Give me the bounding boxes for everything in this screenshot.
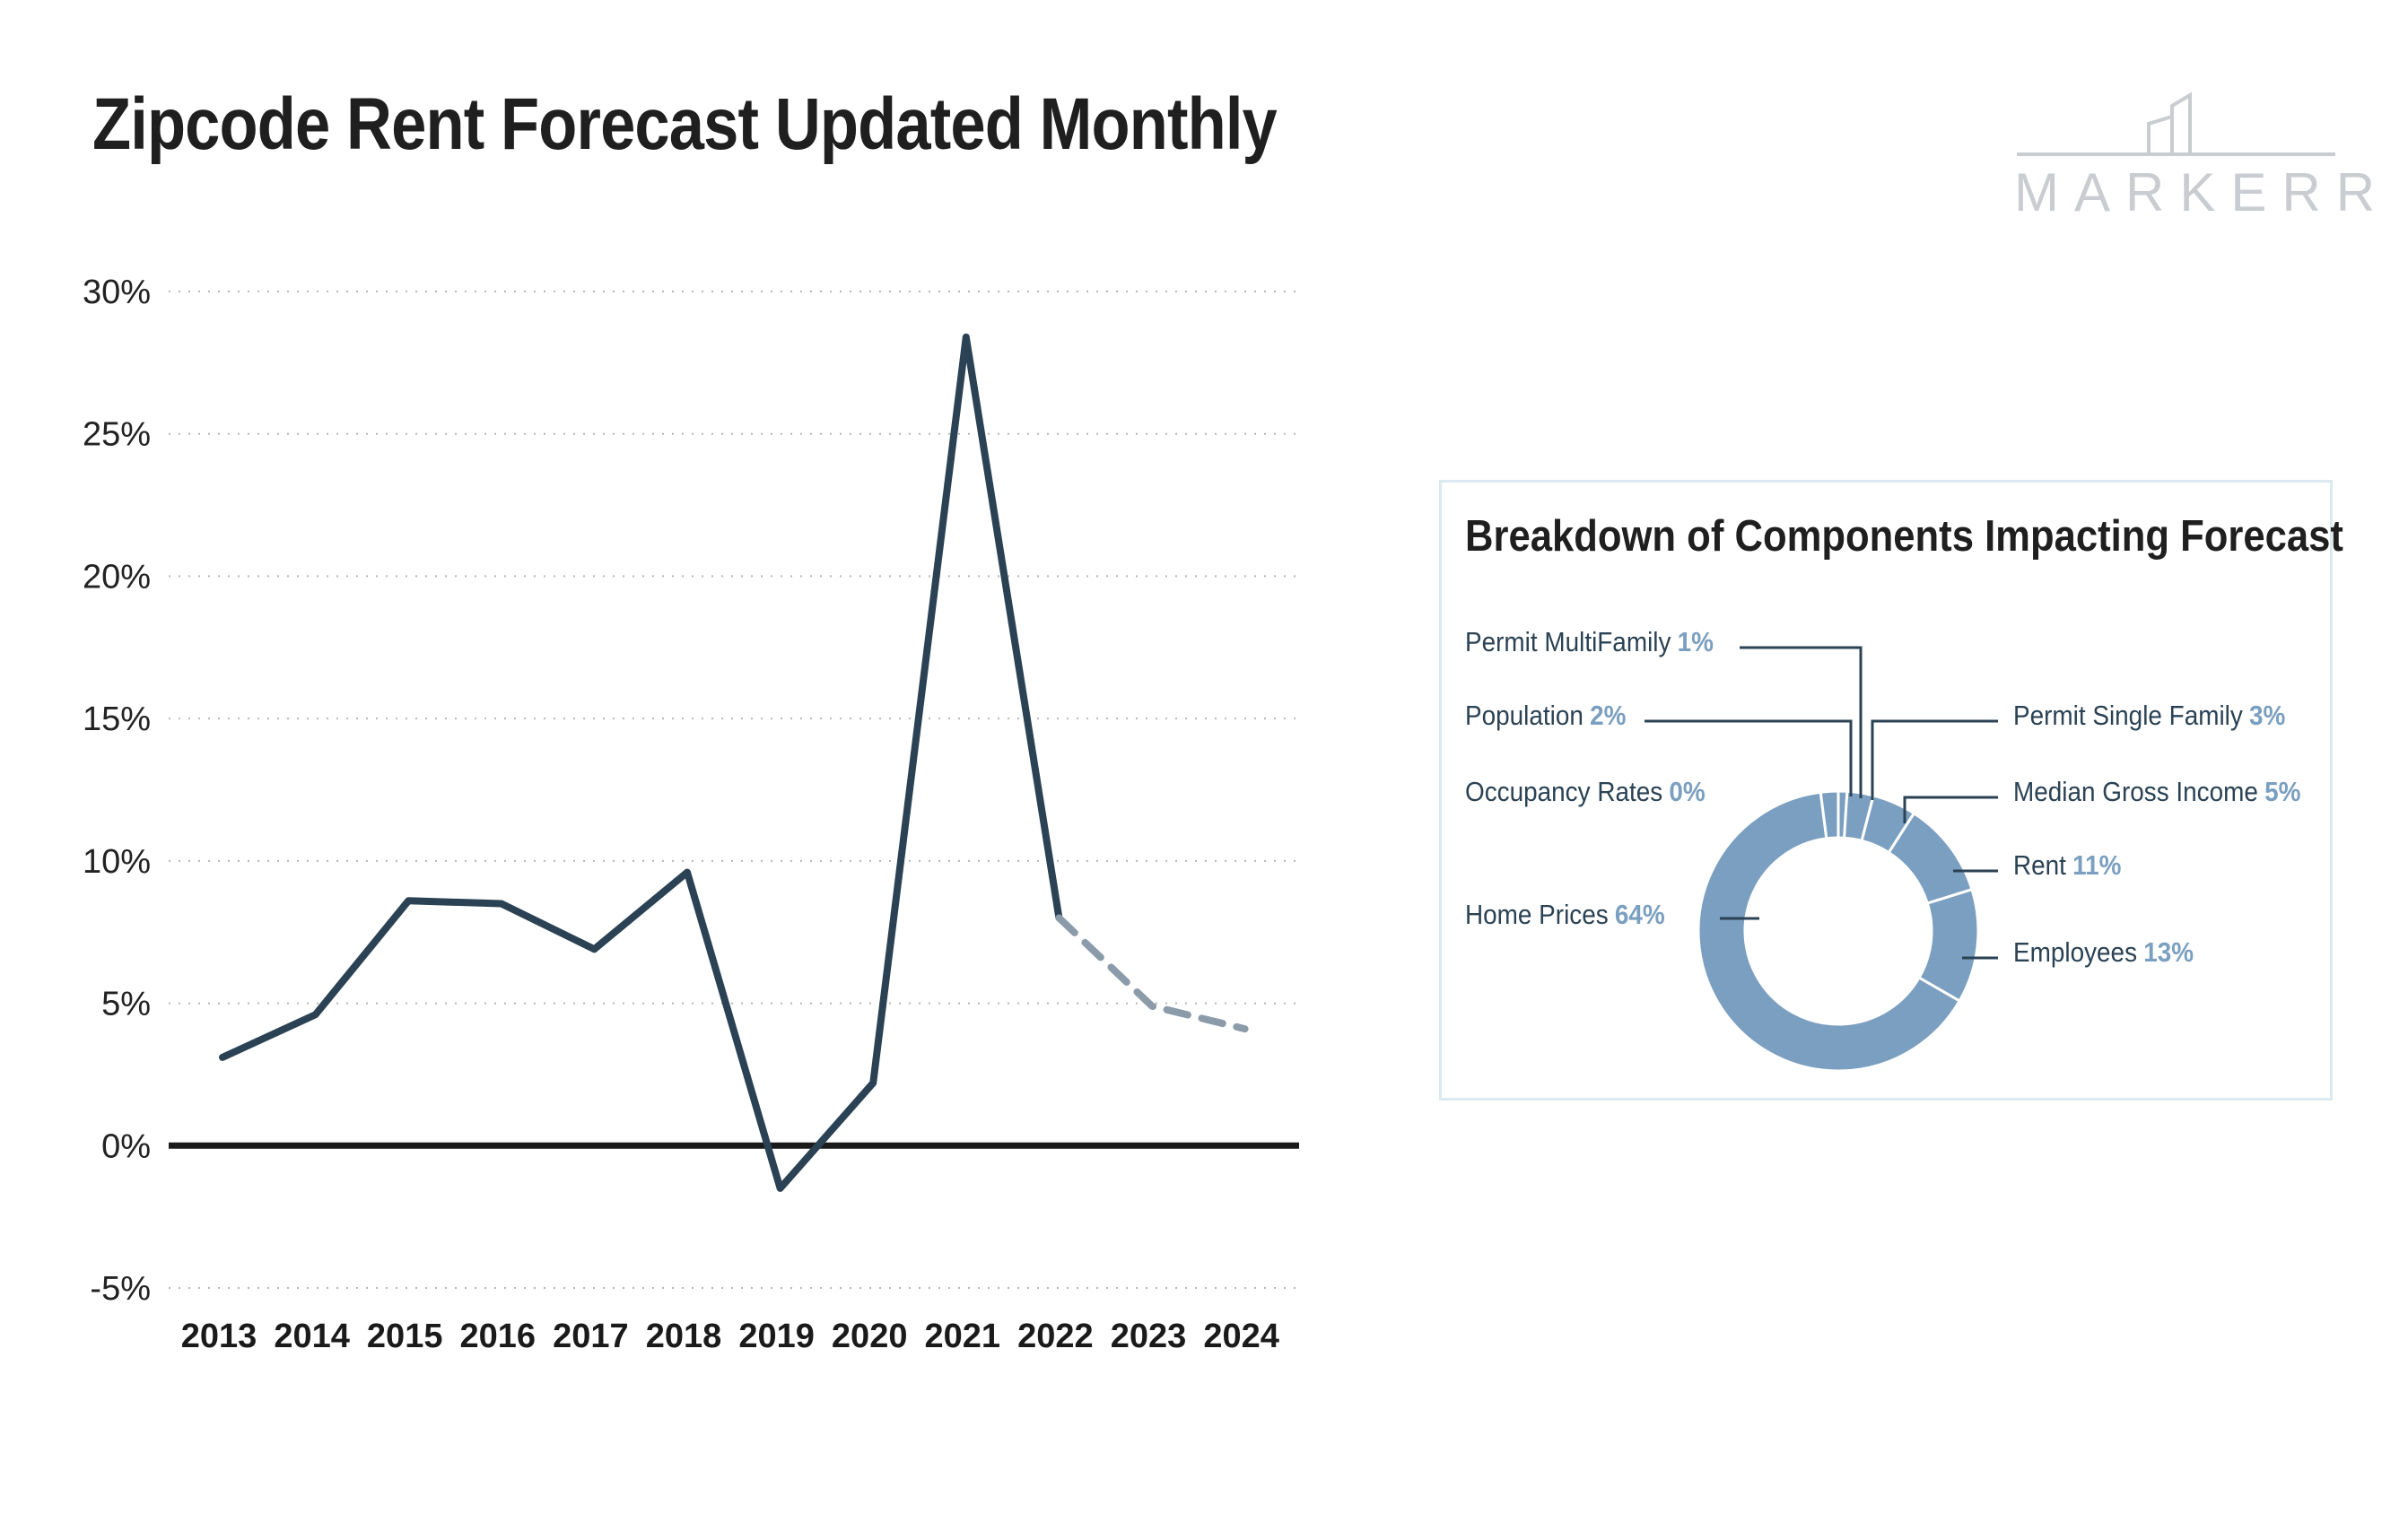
y-tick-label: 5% <box>101 986 151 1023</box>
y-tick-label: 20% <box>83 558 151 596</box>
leader-line <box>1740 646 1863 798</box>
x-tick-label: 2024 <box>1203 1318 1279 1355</box>
y-tick-label: 15% <box>83 700 151 738</box>
forecast-series-line <box>1055 914 1249 1033</box>
x-tick-label: 2019 <box>738 1318 815 1355</box>
x-tick-label: 2022 <box>1017 1318 1094 1355</box>
building-icon <box>2017 91 2335 156</box>
y-tick-label: 25% <box>83 416 151 454</box>
x-tick-label: 2023 <box>1111 1318 1187 1355</box>
donut-slice-home-prices <box>1697 790 1962 1073</box>
x-tick-label: 2018 <box>646 1318 722 1355</box>
slice-label-permit-multifamily: Permit MultiFamily 1% <box>1465 626 1714 657</box>
page-title: Zipcode Rent Forecast Updated Monthly <box>92 83 1278 165</box>
donut-slice-population <box>1819 789 1840 840</box>
x-tick-label: 2017 <box>553 1318 629 1355</box>
markerr-logo: MARKERR <box>2014 90 2375 222</box>
slice-label-home-prices: Home Prices 64% <box>1465 899 1665 930</box>
slice-label-population: Population 2% <box>1465 700 1627 731</box>
x-tick-label: 2016 <box>460 1318 537 1355</box>
components-breakdown-panel: Breakdown of Components Impacting Foreca… <box>1439 480 2343 1101</box>
y-tick-label: -5% <box>90 1270 151 1308</box>
breakdown-title: Breakdown of Components Impacting Foreca… <box>1465 512 2343 561</box>
slice-label-permit-single-family: Permit Single Family 3% <box>2013 700 2286 731</box>
y-tick-label: 0% <box>101 1127 151 1165</box>
leader-line <box>1871 719 1998 800</box>
x-tick-label: 2020 <box>832 1318 908 1355</box>
y-tick-label: 10% <box>83 843 151 881</box>
x-tick-label: 2014 <box>274 1318 350 1355</box>
x-tick-label: 2021 <box>925 1318 1001 1355</box>
slice-label-rent: Rent 11% <box>2013 849 2122 881</box>
logo-wordmark: MARKERR <box>2014 162 2391 222</box>
slice-label-median-gross-income: Median Gross Income 5% <box>2013 776 2301 807</box>
leader-line <box>1903 796 1998 823</box>
leader-line <box>1645 719 1853 796</box>
historical-series-line <box>219 333 1063 1192</box>
components-donut-chart <box>1645 646 1998 1073</box>
rent-forecast-line-chart: 30% 25% 20% 15% 10% 5% 0% -5% 2013 2014 2015 2016 20… <box>83 274 1299 1355</box>
x-tick-label: 2013 <box>181 1318 257 1355</box>
x-tick-label: 2015 <box>367 1318 443 1355</box>
y-tick-label: 30% <box>83 274 151 311</box>
slice-label-employees: Employees 13% <box>2013 936 2194 968</box>
slice-label-occupancy-rates: Occupancy Rates 0% <box>1465 776 1706 807</box>
